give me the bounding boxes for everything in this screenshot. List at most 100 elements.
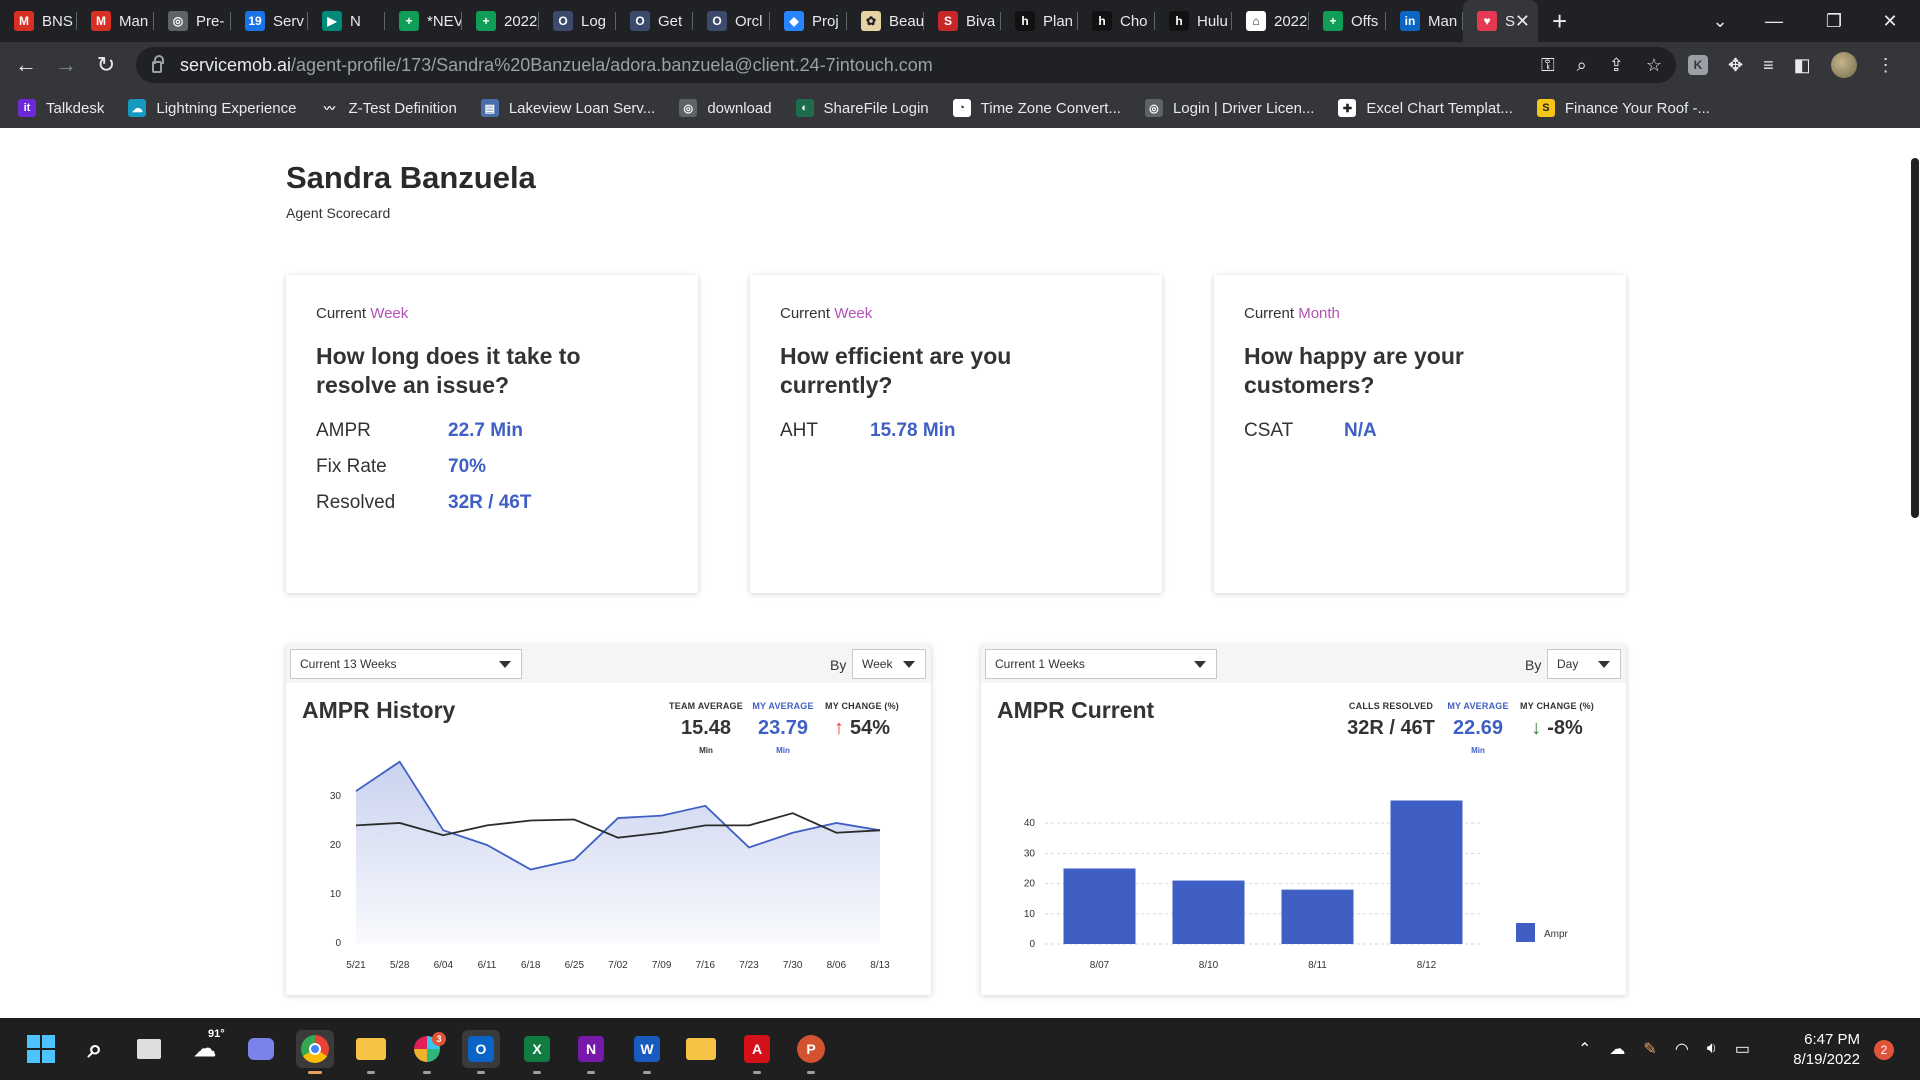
acrobat-icon[interactable]: A bbox=[738, 1030, 776, 1074]
browser-tab[interactable]: ▶ N bbox=[308, 0, 385, 42]
bookmark-item[interactable]: 〰 Z-Test Definition bbox=[320, 99, 457, 117]
tab-search-icon[interactable]: ⌄ bbox=[1712, 10, 1728, 31]
extension-k-icon[interactable]: K bbox=[1688, 55, 1708, 75]
profile-avatar[interactable] bbox=[1830, 52, 1857, 78]
tab-label: Beau bbox=[889, 12, 924, 30]
browser-tab[interactable]: O Orcl bbox=[693, 0, 770, 42]
chrome-icon[interactable] bbox=[296, 1030, 334, 1074]
volume-icon[interactable]: 🔉︎ bbox=[1706, 1040, 1717, 1057]
bookmark-item[interactable]: ☁ Lightning Experience bbox=[128, 99, 296, 117]
sheets-icon: + bbox=[476, 11, 496, 31]
browser-tab[interactable]: ♥ S ✕ bbox=[1463, 0, 1538, 42]
sheets-icon: + bbox=[1323, 11, 1343, 31]
back-icon[interactable]: ← bbox=[15, 52, 37, 77]
bookmark-item[interactable]: S Finance Your Roof -... bbox=[1536, 99, 1710, 117]
chevron-down-icon bbox=[1194, 661, 1206, 668]
bookmark-star-icon[interactable]: ☆ bbox=[1645, 54, 1662, 75]
tab-label: S bbox=[1505, 12, 1516, 30]
notification-badge[interactable]: 2 bbox=[1874, 1040, 1894, 1060]
file-explorer-icon[interactable] bbox=[352, 1030, 390, 1074]
page-scrollbar[interactable] bbox=[1910, 128, 1920, 1018]
tab-label: *NEV bbox=[427, 12, 462, 30]
restore-icon[interactable]: ❐ bbox=[1825, 10, 1843, 31]
url-text[interactable]: servicemob.ai/agent-profile/173/Sandra%2… bbox=[180, 54, 933, 75]
task-view-icon[interactable] bbox=[130, 1030, 168, 1068]
word-icon[interactable]: W bbox=[628, 1030, 666, 1074]
series-line-1 bbox=[355, 760, 881, 871]
browser-tab[interactable]: ◎ Pre- bbox=[154, 0, 231, 42]
browser-toolbar: ← → ↻ servicemob.ai/agent-profile/173/Sa… bbox=[0, 42, 1920, 88]
y-tick-label: 0 bbox=[335, 938, 341, 949]
system-clock[interactable]: 6:47 PM 8/19/2022 bbox=[1793, 1031, 1860, 1068]
close-tab-icon[interactable]: ✕ bbox=[1514, 11, 1530, 31]
browser-tab[interactable]: O Log bbox=[539, 0, 616, 42]
new-tab-icon[interactable]: + bbox=[1552, 5, 1568, 36]
ampr-history-chart: 0 10 20 30 5/21 5/28 6/04 6/11 6/18 6/25 7/02 7/09 7… bbox=[330, 760, 890, 971]
zoom-icon[interactable]: ⌕ bbox=[1576, 54, 1587, 75]
bookmark-favicon-icon: ◐ bbox=[795, 99, 814, 117]
bookmark-item[interactable]: ◎ Login | Driver Licen... bbox=[1144, 99, 1314, 117]
folder-icon[interactable] bbox=[682, 1030, 720, 1068]
teams-chat-icon[interactable] bbox=[242, 1030, 280, 1068]
group-by-select[interactable]: Week bbox=[852, 649, 926, 679]
onenote-icon[interactable]: N bbox=[572, 1030, 610, 1074]
lock-icon[interactable] bbox=[152, 55, 164, 73]
range-select[interactable]: Current 13 Weeks bbox=[290, 649, 522, 679]
media-control-icon[interactable]: ≡ bbox=[1763, 54, 1774, 75]
battery-icon[interactable]: ▭ bbox=[1734, 1041, 1750, 1058]
excel-icon[interactable]: X bbox=[518, 1030, 556, 1074]
browser-tab[interactable]: ◆ Proj bbox=[770, 0, 847, 42]
weather-icon[interactable]: ☁ 91° bbox=[194, 1028, 225, 1061]
address-bar[interactable]: servicemob.ai/agent-profile/173/Sandra%2… bbox=[136, 47, 1676, 83]
forward-icon[interactable]: → bbox=[55, 52, 77, 77]
wifi-icon[interactable]: ◠ bbox=[1674, 1041, 1689, 1058]
outlook-icon[interactable]: O bbox=[462, 1030, 500, 1074]
bookmark-item[interactable]: ◔ Time Zone Convert... bbox=[952, 99, 1121, 117]
browser-tab[interactable]: M BNS bbox=[0, 0, 77, 42]
chevron-up-icon[interactable]: ⌃ bbox=[1578, 1041, 1592, 1058]
x-tick-label: 6/11 bbox=[478, 960, 497, 971]
windows-start-icon[interactable] bbox=[22, 1030, 60, 1068]
bookmark-item[interactable]: ◐ ShareFile Login bbox=[795, 99, 929, 117]
browser-tab[interactable]: ⌂ 2022 bbox=[1232, 0, 1309, 42]
reload-icon[interactable]: ↻ bbox=[96, 52, 116, 77]
range-select[interactable]: Current 1 Weeks bbox=[985, 649, 1217, 679]
browser-tab[interactable]: in Man bbox=[1386, 0, 1463, 42]
onedrive-cloud-icon[interactable]: ☁ bbox=[1609, 1041, 1626, 1058]
bookmark-item[interactable]: ✚ Excel Chart Templat... bbox=[1338, 99, 1513, 117]
scrollbar-thumb[interactable] bbox=[1911, 158, 1919, 518]
browser-tab[interactable]: O Get bbox=[616, 0, 693, 42]
group-by-select[interactable]: Day bbox=[1547, 649, 1621, 679]
powerpoint-icon[interactable]: P bbox=[792, 1030, 830, 1074]
extensions-puzzle-icon[interactable]: ✥ bbox=[1728, 54, 1744, 75]
browser-tab[interactable]: S Biva bbox=[924, 0, 1001, 42]
search-icon[interactable]: ⌕ bbox=[87, 1033, 103, 1063]
x-tick-label: 8/07 bbox=[1090, 960, 1110, 971]
key-icon[interactable]: ⚿ bbox=[1540, 54, 1555, 75]
browser-tab[interactable]: h Hulu bbox=[1155, 0, 1232, 42]
card-period: Current Month bbox=[1244, 305, 1340, 322]
browser-tab[interactable]: ✿ Beau bbox=[847, 0, 924, 42]
browser-tab[interactable]: h Plan bbox=[1001, 0, 1078, 42]
browser-tab[interactable]: +2022 bbox=[462, 0, 539, 42]
bookmark-label: Lightning Experience bbox=[156, 99, 297, 117]
browser-tab[interactable]: + Offs bbox=[1309, 0, 1386, 42]
browser-tab[interactable]: + *NEV bbox=[385, 0, 462, 42]
house-icon: ⌂ bbox=[1246, 11, 1266, 31]
browser-tab[interactable]: h Cho bbox=[1078, 0, 1155, 42]
minimize-icon[interactable]: — bbox=[1765, 10, 1783, 31]
microphone-icon[interactable]: ✎ bbox=[1643, 1041, 1657, 1058]
browser-tab[interactable]: 19 Serv bbox=[231, 0, 308, 42]
tab-label: Pre- bbox=[196, 12, 225, 30]
bookmark-item[interactable]: it Talkdesk bbox=[18, 99, 104, 117]
browser-menu-icon[interactable]: ⋮ bbox=[1876, 54, 1895, 75]
bookmark-item[interactable]: ◎ download bbox=[679, 99, 772, 117]
share-icon[interactable]: ⇪ bbox=[1608, 54, 1624, 75]
bookmark-item[interactable]: ▤ Lakeview Loan Serv... bbox=[480, 99, 655, 117]
close-window-icon[interactable]: ✕ bbox=[1882, 10, 1898, 31]
slack-icon[interactable]: 3 bbox=[408, 1030, 446, 1074]
sheets-icon: + bbox=[399, 11, 419, 31]
side-panel-icon[interactable]: ◧ bbox=[1793, 54, 1811, 75]
ampr-history-panel: Current 13 Weeks By Week AMPR History TE… bbox=[286, 645, 931, 995]
browser-tab[interactable]: M Man bbox=[77, 0, 154, 42]
